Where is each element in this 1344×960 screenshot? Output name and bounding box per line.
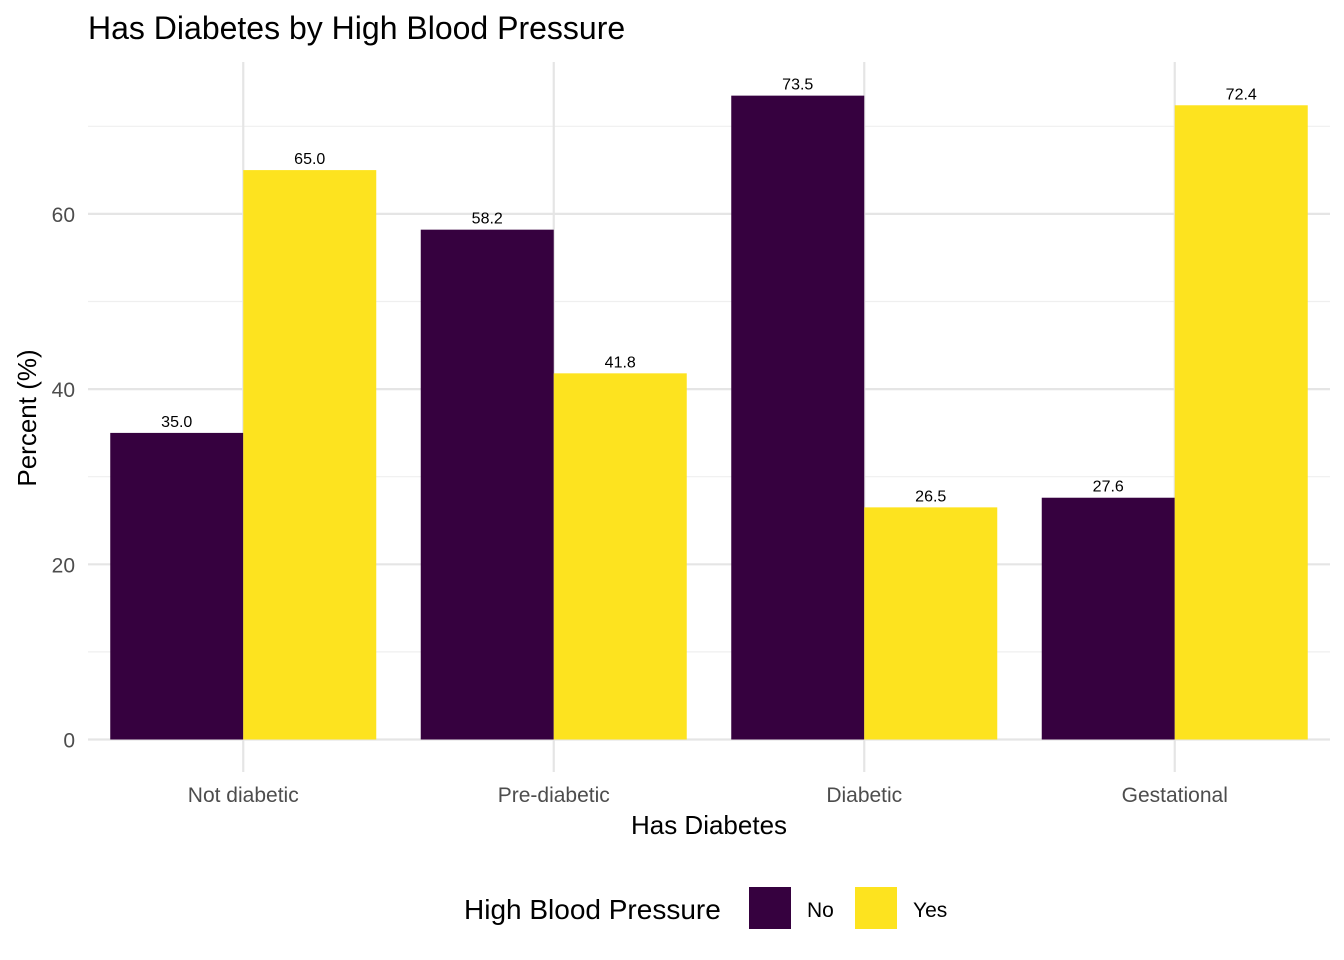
data-label: 65.0: [294, 151, 325, 168]
legend-label-no: No: [807, 899, 834, 922]
x-tick-label: Gestational: [1122, 784, 1228, 807]
legend-title: High Blood Pressure: [464, 894, 721, 925]
bar-yes-gestational: [1174, 105, 1308, 740]
x-axis-title: Has Diabetes: [631, 810, 787, 840]
y-axis-title: Percent (%): [12, 349, 42, 486]
bar-no-gestational: [1041, 497, 1175, 740]
data-label: 72.4: [1226, 86, 1257, 103]
y-tick-label: 60: [52, 204, 75, 227]
legend: High Blood Pressure No Yes: [464, 887, 947, 929]
bar-no-not-diabetic: [110, 432, 244, 740]
x-tick-labels: Not diabetic Pre-diabetic Diabetic Gestatio…: [188, 784, 1228, 807]
chart-title: Has Diabetes by High Blood Pressure: [88, 10, 625, 46]
legend-label-yes: Yes: [913, 899, 947, 922]
bar-yes-pre-diabetic: [553, 373, 687, 740]
x-tick-label: Diabetic: [826, 784, 902, 807]
data-label: 27.6: [1093, 479, 1124, 496]
legend-swatch-yes: [855, 887, 897, 929]
data-label: 58.2: [472, 211, 503, 228]
data-label: 26.5: [915, 488, 946, 505]
bars: [110, 95, 1308, 740]
data-label: 35.0: [161, 414, 192, 431]
data-label: 41.8: [605, 354, 636, 371]
legend-swatch-no: [749, 887, 791, 929]
y-tick-label: 0: [63, 730, 75, 753]
bar-yes-diabetic: [864, 507, 998, 740]
y-tick-label: 40: [52, 379, 75, 402]
y-tick-label: 20: [52, 554, 75, 577]
data-label: 73.5: [782, 77, 813, 94]
y-tick-labels: 0 20 40 60: [52, 204, 75, 753]
x-tick-label: Pre-diabetic: [498, 784, 610, 807]
bar-yes-not-diabetic: [243, 170, 377, 740]
x-tick-label: Not diabetic: [188, 784, 299, 807]
data-labels: 35.0 65.0 58.2 41.8 73.5 26.5 27.6 72.4: [161, 77, 1257, 506]
bar-no-diabetic: [731, 95, 865, 740]
bar-no-pre-diabetic: [420, 229, 554, 740]
